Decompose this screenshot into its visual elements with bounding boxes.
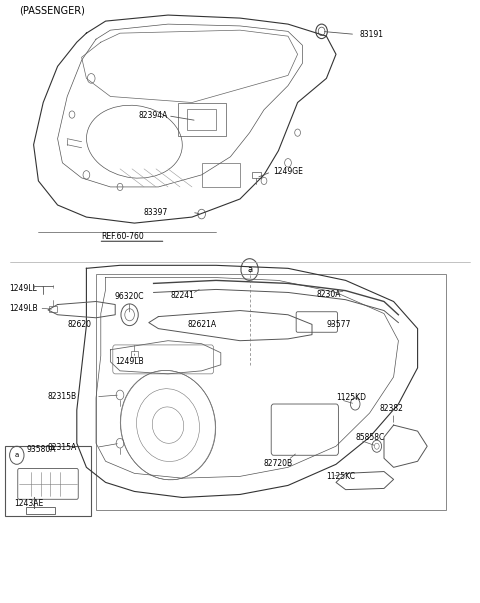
Text: REF.60-760: REF.60-760 xyxy=(101,232,144,241)
Text: a: a xyxy=(15,452,19,458)
Text: 82315B: 82315B xyxy=(48,393,77,401)
Text: 1249GE: 1249GE xyxy=(274,168,303,176)
Text: 83191: 83191 xyxy=(360,30,384,39)
Text: 8230A: 8230A xyxy=(317,290,341,298)
Text: 1125KC: 1125KC xyxy=(326,472,355,481)
Text: 93580A: 93580A xyxy=(26,445,56,453)
Text: 82315A: 82315A xyxy=(48,443,77,452)
Text: 1243AE: 1243AE xyxy=(14,499,44,508)
Text: 82620: 82620 xyxy=(67,320,91,329)
Text: 1249LB: 1249LB xyxy=(115,358,144,366)
Text: 82382: 82382 xyxy=(379,405,403,413)
Text: 93577: 93577 xyxy=(326,320,351,329)
Text: 82394A: 82394A xyxy=(139,112,168,120)
Text: 82241: 82241 xyxy=(170,291,194,300)
Text: 96320C: 96320C xyxy=(115,292,144,301)
Text: 82621A: 82621A xyxy=(187,320,216,329)
Text: 1249LB: 1249LB xyxy=(10,304,38,312)
Text: 83397: 83397 xyxy=(144,208,168,216)
Text: (PASSENGER): (PASSENGER) xyxy=(19,5,85,15)
Text: a: a xyxy=(247,265,252,274)
Text: 1125KD: 1125KD xyxy=(336,394,366,402)
Text: 1249LL: 1249LL xyxy=(10,285,37,293)
Text: 82720B: 82720B xyxy=(264,459,293,467)
Text: 85858C: 85858C xyxy=(355,433,384,441)
